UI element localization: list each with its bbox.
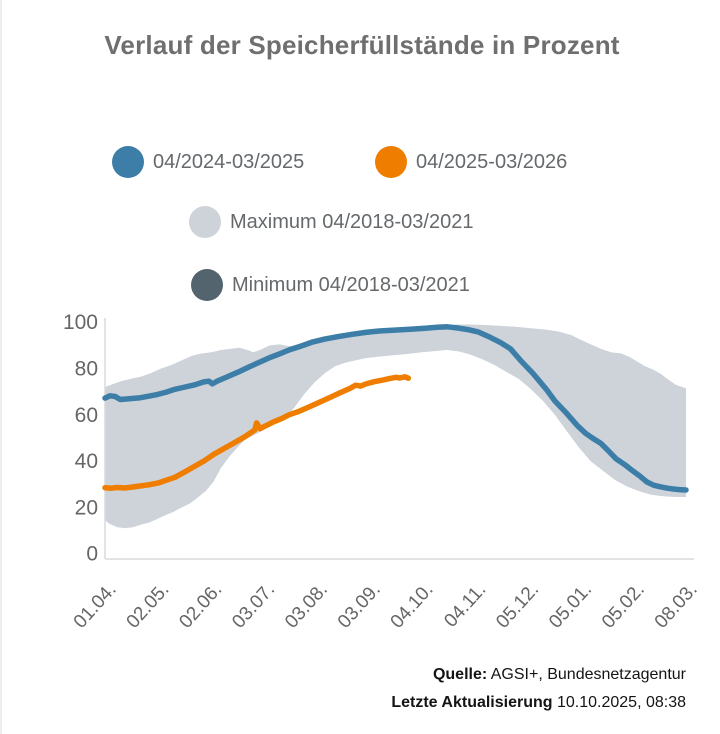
- series-line-0: [102, 324, 689, 493]
- x-tick-label: 02.06.: [175, 579, 226, 632]
- x-tick-label: 05.02.: [598, 579, 649, 632]
- page-title: Verlauf der Speicherfüllstände in Prozen…: [104, 30, 620, 60]
- legend-label: Minimum 04/2018-03/2021: [232, 273, 470, 296]
- x-tick-label: 03.09.: [334, 579, 385, 632]
- source-label: Quelle:: [432, 666, 488, 683]
- y-tick-label: 60: [75, 404, 98, 427]
- legend-item-2025-2026[interactable]: 04/2025-03/2026: [375, 146, 567, 178]
- legend-item-maximum[interactable]: Maximum 04/2018-03/2021: [189, 206, 473, 238]
- x-tick-label: 05.01.: [545, 579, 596, 632]
- legend-item-minimum[interactable]: Minimum 04/2018-03/2021: [191, 269, 470, 301]
- series-dot-lightgray-icon: [189, 206, 221, 238]
- update-label: Letzte Aktualisierung: [391, 694, 553, 711]
- series-dot-orange-icon: [375, 146, 407, 178]
- x-tick-label: 04.10.: [387, 579, 438, 632]
- legend-label: 04/2024-03/2025: [153, 150, 305, 173]
- x-tick-label: 05.12.: [492, 579, 543, 632]
- series-line-1: [102, 374, 412, 491]
- legend-label: 04/2025-03/2026: [416, 150, 568, 173]
- source-line: Quelle: AGSI+, Bundesnetzagentur: [433, 666, 686, 684]
- x-tick-label: 08.03.: [651, 579, 702, 632]
- series-dot-darkgray-icon: [191, 269, 223, 301]
- y-tick-label: 100: [63, 311, 98, 334]
- y-tick-label: 80: [75, 358, 98, 381]
- update-value: 10.10.2025, 08:38: [552, 694, 686, 711]
- last-update-line: Letzte Aktualisierung 10.10.2025, 08:38: [391, 694, 686, 712]
- series-dot-blue-icon: [112, 146, 144, 178]
- y-tick-label: 40: [75, 450, 98, 473]
- legend-label: Maximum 04/2018-03/2021: [230, 210, 474, 233]
- source-value: AGSI+, Bundesnetzagentur: [487, 666, 686, 683]
- x-tick-label: 03.08.: [281, 579, 332, 632]
- x-tick-label: 02.05.: [123, 579, 174, 632]
- x-tick-label: 03.07.: [228, 579, 279, 632]
- y-tick-label: 0: [86, 543, 98, 566]
- legend-item-2024-2025[interactable]: 04/2024-03/2025: [112, 146, 304, 178]
- y-tick-label: 20: [75, 496, 98, 519]
- x-tick-label: 04.11.: [440, 579, 490, 631]
- min-max-band: [105, 324, 686, 529]
- x-tick-label: 01.04.: [70, 579, 121, 632]
